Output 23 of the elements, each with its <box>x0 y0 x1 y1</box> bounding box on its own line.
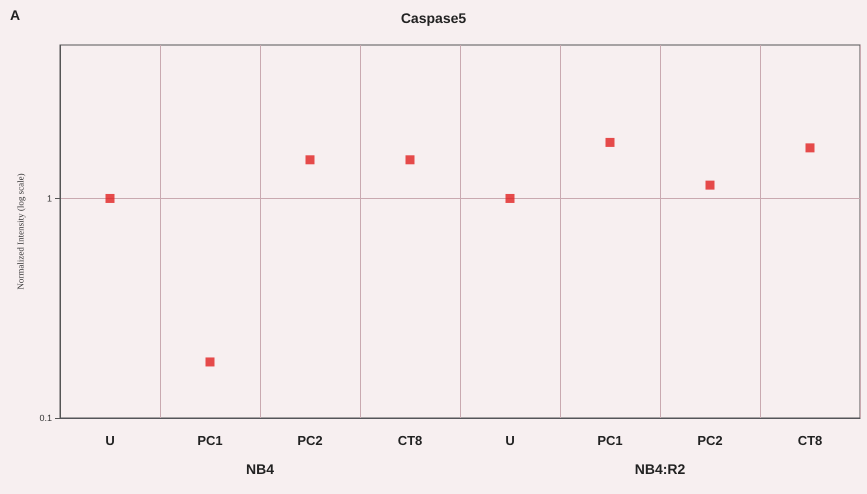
point <box>606 138 614 147</box>
point <box>106 194 114 203</box>
point <box>206 357 214 366</box>
point <box>806 143 814 152</box>
x-tick-label: U <box>505 433 515 448</box>
x-tick-label: PC1 <box>197 433 223 448</box>
x-tick-label: PC1 <box>597 433 623 448</box>
x-tick-label: CT8 <box>398 433 422 448</box>
chart-title: Caspase5 <box>400 10 466 26</box>
x-tick-label: PC2 <box>297 433 323 448</box>
point <box>306 155 314 164</box>
text: NB4 <box>246 461 274 477</box>
point <box>706 180 714 190</box>
point <box>506 194 514 203</box>
x-tick-label: CT8 <box>798 433 822 448</box>
y-axis-title: Normalized Intensity (log scale) <box>16 173 26 290</box>
text: NB4:R2 <box>634 461 686 477</box>
y-tick-label: 1 <box>46 193 52 204</box>
text: A <box>10 7 20 23</box>
point <box>406 155 414 164</box>
x-tick-label: U <box>105 433 115 448</box>
y-tick-label: 0.1 <box>39 413 52 423</box>
x-tick-label: PC2 <box>697 433 723 448</box>
